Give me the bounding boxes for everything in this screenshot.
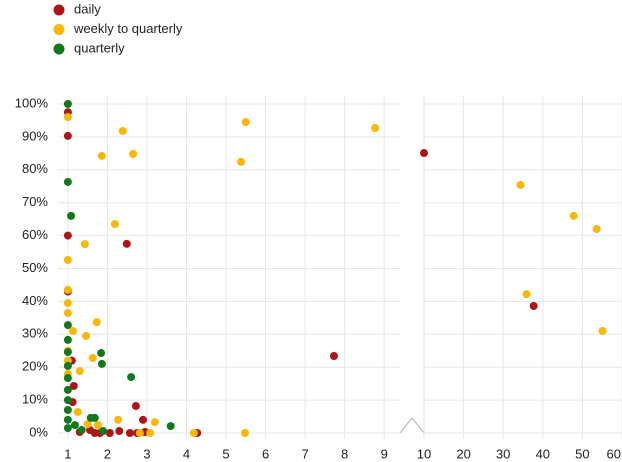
point bbox=[371, 124, 380, 133]
point bbox=[97, 151, 106, 160]
x-tick-label: 5 bbox=[222, 446, 229, 461]
point bbox=[67, 211, 76, 220]
point bbox=[146, 429, 155, 437]
point bbox=[131, 402, 140, 411]
x-tick-label: 40 bbox=[536, 446, 550, 461]
x-tick-label: 30 bbox=[496, 446, 510, 461]
y-tick-label: 30% bbox=[22, 326, 48, 341]
point bbox=[69, 327, 78, 336]
point bbox=[522, 290, 531, 299]
point bbox=[63, 396, 72, 405]
y-tick-label: 80% bbox=[22, 161, 48, 176]
point bbox=[127, 373, 136, 382]
x-tick-label: 2 bbox=[104, 446, 111, 461]
point bbox=[77, 426, 86, 435]
point bbox=[150, 418, 159, 427]
y-tick-label: 60% bbox=[22, 227, 48, 242]
point bbox=[105, 429, 114, 437]
x-tick-label: 9 bbox=[381, 446, 388, 461]
point bbox=[63, 405, 72, 414]
x-tick-label: 8 bbox=[341, 446, 348, 461]
point bbox=[241, 429, 250, 437]
point bbox=[63, 177, 72, 186]
y-tick-label: 100% bbox=[15, 95, 49, 110]
point bbox=[63, 285, 72, 294]
point bbox=[129, 150, 138, 159]
legend-label: weekly to quarterly bbox=[73, 21, 183, 36]
x-tick-label: 1 bbox=[64, 446, 71, 461]
point bbox=[529, 302, 538, 311]
point bbox=[63, 100, 72, 108]
point bbox=[99, 427, 108, 436]
y-tick-label: 40% bbox=[22, 293, 48, 308]
point bbox=[329, 352, 338, 361]
point bbox=[63, 424, 72, 433]
point bbox=[63, 231, 72, 240]
point bbox=[241, 118, 250, 127]
point bbox=[73, 407, 82, 416]
point bbox=[71, 421, 80, 430]
point bbox=[69, 381, 78, 390]
point bbox=[63, 415, 72, 424]
point bbox=[592, 225, 601, 234]
x-tick-label: 50 bbox=[575, 446, 589, 461]
point bbox=[90, 413, 99, 422]
point bbox=[569, 211, 578, 220]
legend-marker bbox=[53, 4, 65, 16]
point bbox=[63, 131, 72, 140]
x-tick-label: 7 bbox=[301, 446, 308, 461]
y-tick-label: 90% bbox=[22, 128, 48, 143]
point bbox=[63, 348, 72, 357]
axis-break bbox=[399, 417, 425, 434]
point bbox=[516, 180, 525, 189]
point bbox=[598, 327, 607, 336]
legend-marker bbox=[53, 24, 65, 35]
point bbox=[125, 429, 134, 437]
point bbox=[139, 415, 148, 424]
point bbox=[63, 308, 72, 317]
x-tick-label: 20 bbox=[456, 446, 470, 461]
legend-label: quarterly bbox=[74, 40, 125, 55]
point bbox=[97, 349, 106, 358]
point bbox=[190, 429, 199, 437]
point bbox=[122, 239, 131, 248]
x-tick-label: 10 bbox=[417, 446, 431, 461]
point bbox=[114, 415, 123, 424]
point bbox=[63, 113, 72, 122]
point bbox=[75, 367, 84, 376]
point bbox=[135, 429, 144, 437]
point bbox=[92, 318, 101, 327]
point bbox=[88, 353, 97, 362]
point bbox=[115, 427, 124, 436]
y-tick-label: 20% bbox=[22, 359, 48, 374]
point bbox=[80, 240, 89, 249]
point bbox=[110, 220, 119, 229]
point bbox=[63, 321, 72, 330]
x-tick-label: 6 bbox=[262, 446, 269, 461]
legend-label: daily bbox=[74, 1, 101, 16]
point bbox=[63, 335, 72, 344]
point bbox=[97, 359, 106, 368]
legend-marker bbox=[53, 43, 65, 55]
point bbox=[63, 361, 72, 370]
point bbox=[93, 421, 102, 430]
point bbox=[166, 422, 175, 431]
y-tick-label: 70% bbox=[22, 194, 48, 209]
point bbox=[63, 255, 72, 264]
y-tick-label: 50% bbox=[22, 260, 48, 275]
point bbox=[237, 157, 246, 166]
point bbox=[63, 299, 72, 308]
x-tick-label: 3 bbox=[143, 446, 150, 461]
point bbox=[63, 374, 72, 383]
point bbox=[118, 126, 127, 135]
point bbox=[420, 149, 428, 158]
point bbox=[82, 331, 91, 340]
x-tick-label: 60 bbox=[607, 446, 621, 461]
point bbox=[83, 420, 92, 429]
point bbox=[63, 385, 72, 394]
y-tick-label: 0% bbox=[29, 424, 48, 439]
x-tick-label: 4 bbox=[183, 446, 190, 461]
y-tick-label: 10% bbox=[22, 392, 48, 407]
